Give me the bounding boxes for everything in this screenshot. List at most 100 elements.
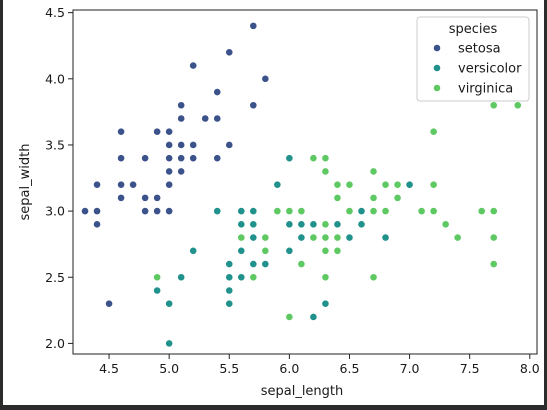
data-point-virginica	[369, 273, 378, 282]
data-point-setosa	[189, 154, 198, 163]
data-point-virginica	[513, 101, 522, 110]
data-point-virginica	[321, 233, 330, 242]
data-point-setosa	[165, 180, 174, 189]
data-point-virginica	[345, 207, 354, 216]
y-tick-label: 2.5	[45, 270, 65, 285]
data-point-virginica	[369, 193, 378, 202]
data-point-virginica	[321, 154, 330, 163]
data-point-virginica	[237, 233, 246, 242]
data-point-versicolor	[165, 339, 174, 348]
data-point-versicolor	[237, 220, 246, 229]
data-point-setosa	[177, 167, 186, 176]
data-point-versicolor	[285, 154, 294, 163]
data-point-setosa	[129, 180, 138, 189]
x-tick-label: 4.5	[99, 361, 119, 376]
data-point-virginica	[285, 207, 294, 216]
data-point-virginica	[441, 220, 450, 229]
data-point-virginica	[297, 207, 306, 216]
y-tick-label: 2.0	[45, 336, 65, 351]
data-point-setosa	[117, 154, 125, 163]
data-point-versicolor	[165, 299, 174, 308]
data-point-virginica	[297, 260, 306, 268]
data-point-setosa	[177, 141, 186, 149]
data-point-versicolor	[309, 220, 318, 229]
data-point-setosa	[177, 154, 186, 163]
data-point-virginica	[489, 207, 498, 216]
data-point-virginica	[153, 273, 162, 282]
data-point-virginica	[393, 180, 402, 189]
y-tick-label: 4.0	[45, 71, 65, 86]
data-point-virginica	[321, 167, 330, 176]
data-point-virginica	[381, 207, 390, 216]
data-point-setosa	[141, 154, 150, 163]
data-point-setosa	[165, 154, 174, 163]
data-point-virginica	[369, 207, 378, 216]
x-tick-label: 7.5	[460, 361, 480, 376]
x-tick-label: 5.5	[219, 361, 239, 376]
y-tick-label: 3.0	[45, 204, 65, 219]
data-point-versicolor	[249, 207, 258, 216]
legend-marker-virginica	[433, 84, 441, 92]
data-point-versicolor	[237, 207, 246, 216]
data-point-versicolor	[285, 246, 294, 255]
data-point-versicolor	[153, 286, 162, 295]
data-point-virginica	[345, 180, 354, 189]
data-point-setosa	[93, 207, 101, 216]
data-point-setosa	[165, 207, 174, 216]
data-point-versicolor	[225, 286, 234, 295]
x-tick-label: 5.0	[159, 361, 179, 376]
data-point-setosa	[153, 207, 162, 216]
data-point-virginica	[429, 207, 438, 216]
data-point-virginica	[489, 101, 498, 110]
data-points	[81, 21, 522, 348]
data-point-setosa	[93, 180, 101, 189]
data-point-versicolor	[249, 233, 258, 242]
data-point-virginica	[309, 154, 318, 163]
data-point-versicolor	[237, 246, 246, 255]
data-point-setosa	[249, 101, 258, 110]
data-point-virginica	[309, 233, 318, 242]
data-point-versicolor	[297, 220, 306, 229]
data-point-setosa	[213, 114, 222, 123]
data-point-setosa	[165, 127, 174, 136]
legend-entries: setosa versicolor virginica	[433, 42, 522, 97]
data-point-virginica	[333, 193, 342, 202]
data-point-setosa	[249, 21, 258, 30]
data-point-versicolor	[285, 220, 294, 229]
data-point-virginica	[369, 167, 378, 176]
data-point-versicolor	[357, 220, 366, 229]
y-axis-label: sepal_width	[18, 144, 33, 221]
data-point-versicolor	[225, 273, 234, 282]
data-point-versicolor	[261, 260, 270, 268]
data-point-setosa	[141, 207, 150, 216]
data-point-versicolor	[345, 233, 354, 242]
series-setosa	[81, 21, 270, 308]
data-point-setosa	[189, 141, 198, 149]
data-point-setosa	[177, 114, 186, 123]
data-point-virginica	[273, 207, 282, 216]
data-point-virginica	[333, 246, 342, 255]
x-axis-label: sepal_length	[261, 384, 344, 399]
data-point-setosa	[213, 154, 222, 163]
data-point-virginica	[381, 180, 390, 189]
data-point-versicolor	[333, 220, 342, 229]
axis-ticks: 4.5 5.0 5.5 6.0 6.5 7.0 7.5 8.0 2.0 2.5 3.0 3.5 4.0 4…	[45, 5, 540, 376]
data-point-virginica	[321, 220, 330, 229]
legend-label-virginica: virginica	[458, 82, 513, 97]
data-point-virginica	[333, 233, 342, 242]
data-point-setosa	[261, 74, 270, 83]
data-point-virginica	[285, 313, 294, 321]
data-point-setosa	[213, 88, 222, 96]
data-point-setosa	[225, 141, 234, 149]
data-point-virginica	[417, 207, 426, 216]
legend-label-versicolor: versicolor	[458, 62, 522, 77]
data-point-setosa	[189, 61, 198, 70]
data-point-versicolor	[309, 313, 318, 321]
data-point-versicolor	[357, 207, 366, 216]
data-point-virginica	[429, 180, 438, 189]
data-point-virginica	[261, 233, 270, 242]
y-tick-label: 3.5	[45, 137, 65, 152]
data-point-setosa	[93, 220, 101, 229]
data-point-versicolor	[189, 246, 198, 255]
